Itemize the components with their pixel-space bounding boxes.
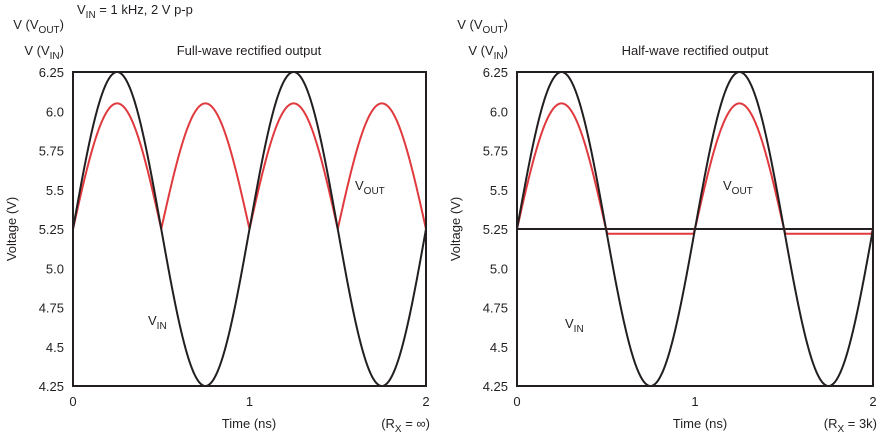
series-line-vout [516, 102, 874, 235]
y-tick-label: 4.75 [39, 301, 64, 316]
plot-area [72, 71, 427, 387]
y-tick-labels: 6.25 6.0 5.75 5.5 5.25 5.0 4.75 4.5 4.25 [39, 65, 64, 394]
x-tick-label: 2 [869, 394, 876, 409]
x-tick-label: 1 [691, 394, 698, 409]
y-tick-label: 5.0 [490, 261, 508, 276]
y-tick-label: 6.25 [483, 65, 508, 80]
y-tick-label: 5.25 [39, 222, 64, 237]
input-spec-main: V [77, 2, 86, 17]
y-axis-label: Voltage (V) [448, 197, 463, 261]
vin-curve-label: VIN [565, 316, 584, 335]
series-line-vout [72, 102, 427, 230]
series-line-vin [72, 71, 427, 387]
x-tick-labels: 0 1 2 [69, 394, 429, 409]
x-tick-label: 2 [422, 394, 429, 409]
input-spec-rest: = 1 kHz, 2 V p-p [96, 2, 193, 17]
y-tick-label: 5.25 [483, 222, 508, 237]
y-tick-label: 6.0 [46, 104, 64, 119]
x-tick-label: 1 [246, 394, 253, 409]
rx-note: (RX = 3k) [824, 416, 877, 435]
y-header-vin: V (VIN) [468, 43, 508, 62]
plot-area [516, 71, 874, 387]
y-tick-label: 4.75 [483, 301, 508, 316]
vout-curve-label: VOUT [355, 178, 385, 197]
vout-curve-label: VOUT [723, 178, 753, 197]
y-header-vout: V (VOUT) [457, 17, 508, 36]
y-tick-label: 5.0 [46, 261, 64, 276]
y-tick-label: 5.5 [46, 183, 64, 198]
y-tick-label: 5.75 [483, 144, 508, 159]
x-tick-label: 0 [69, 394, 76, 409]
y-tick-labels: 6.25 6.0 5.75 5.5 5.25 5.0 4.75 4.5 4.25 [483, 65, 508, 394]
x-tick-label: 0 [513, 394, 520, 409]
y-tick-label: 5.75 [39, 144, 64, 159]
y-tick-label: 4.25 [39, 379, 64, 394]
input-spec-sub: IN [86, 10, 96, 21]
chart-title: Half-wave rectified output [622, 43, 769, 58]
half-wave-chart: V (VOUT) V (VIN) Half-wave rectified out… [448, 17, 877, 435]
chart-title: Full-wave rectified output [177, 43, 322, 58]
input-spec-annotation: VIN = 1 kHz, 2 V p-p [77, 2, 193, 21]
y-tick-label: 5.5 [490, 183, 508, 198]
y-tick-label: 4.25 [483, 379, 508, 394]
y-tick-label: 4.5 [46, 340, 64, 355]
plot-frame [72, 71, 427, 387]
y-header-vin: V (VIN) [24, 43, 64, 62]
y-header-vout: V (VOUT) [13, 17, 64, 36]
x-axis-label: Time (ns) [673, 416, 727, 431]
y-tick-label: 6.0 [490, 104, 508, 119]
vin-curve-label: VIN [148, 313, 167, 332]
y-tick-label: 6.25 [39, 65, 64, 80]
plot-frame [516, 71, 874, 387]
rx-note: (RX = ∞) [381, 416, 430, 435]
x-tick-labels: 0 1 2 [513, 394, 876, 409]
series-line-vin [516, 71, 874, 387]
y-axis-label: Voltage (V) [4, 197, 19, 261]
y-tick-label: 4.5 [490, 340, 508, 355]
x-axis-label: Time (ns) [222, 416, 276, 431]
full-wave-chart: V (VOUT) V (VIN) Full-wave rectified out… [4, 17, 430, 435]
